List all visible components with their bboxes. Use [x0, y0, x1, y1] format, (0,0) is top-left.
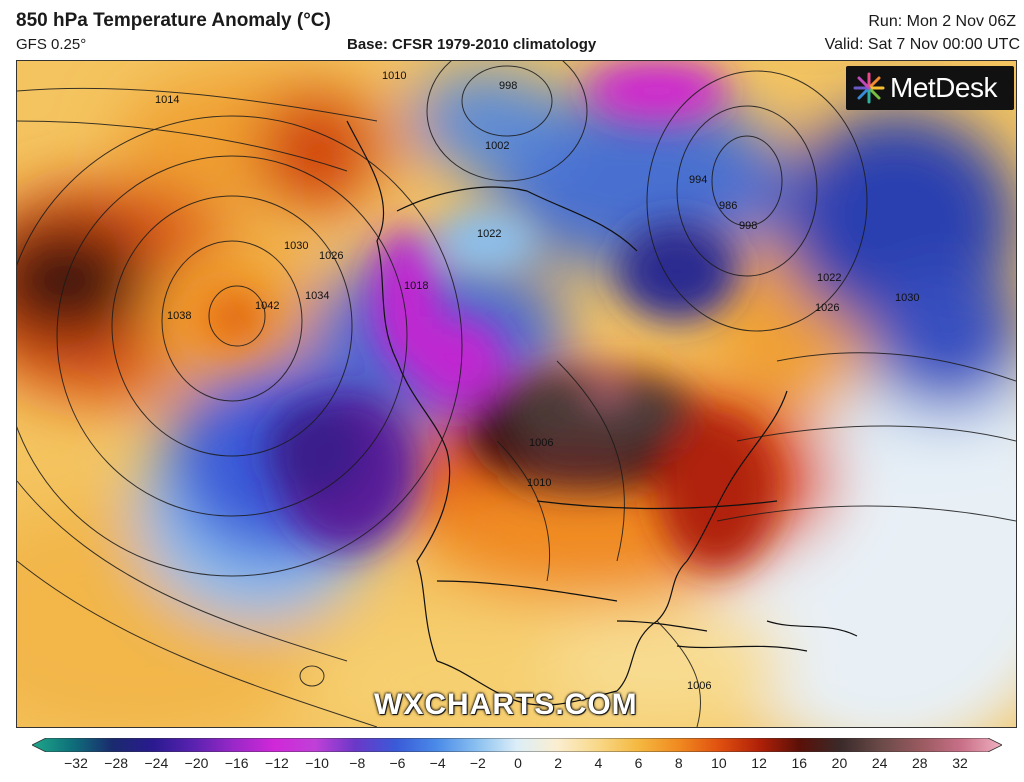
- isobar-label: 998: [499, 80, 517, 92]
- metdesk-starburst-icon: [853, 72, 885, 104]
- coastline: [616, 560, 688, 692]
- isobar-label: 986: [719, 200, 737, 212]
- isobar-label: 1022: [477, 228, 501, 240]
- isobar-contour: [556, 360, 625, 562]
- isobar-contour: [299, 665, 325, 687]
- isobar-contour: [656, 620, 702, 727]
- isobar-label: 1006: [529, 437, 553, 449]
- isobar-contour: [736, 425, 1016, 442]
- isobar-label: 1014: [155, 94, 179, 106]
- colorbar-tick-label: 20: [831, 755, 848, 771]
- border: [436, 580, 618, 602]
- colorbar-tick-label: 10: [711, 755, 727, 771]
- isobar-contour: [56, 155, 408, 517]
- isobar-label: 998: [739, 220, 757, 232]
- coastline: [396, 186, 638, 252]
- colorbar-tick-label: 2: [554, 755, 563, 771]
- isobar-label: 1042: [255, 300, 279, 312]
- coastline: [686, 390, 788, 562]
- isobar-label: 1010: [382, 70, 406, 82]
- colorbar-tick-label: −6: [389, 755, 406, 771]
- colorbar-tick-label: 16: [791, 755, 808, 771]
- isobar-label: 1006: [687, 680, 711, 692]
- colorbar-tick-label: −12: [265, 755, 289, 771]
- colorbar-tick-label: −2: [469, 755, 486, 771]
- colorbar-tick-label: 0: [514, 755, 522, 771]
- isobar-contour: [461, 65, 553, 137]
- isobar-lines: [17, 61, 1016, 727]
- isobar-label: 1022: [817, 272, 841, 284]
- isobar-label: 1010: [527, 477, 551, 489]
- anomaly-cores: [187, 61, 777, 571]
- valid-time-label: Valid: Sat 7 Nov 00:00 UTC: [824, 36, 1020, 53]
- isobar-contour: [17, 115, 463, 577]
- isobar-labels: 1014 1010 1002 998 1038 1042 1034 1030 1…: [155, 70, 919, 692]
- colorbar-tick-label: 6: [634, 755, 643, 771]
- isobar-contour: [646, 70, 868, 332]
- colorbar-tick-label: −16: [224, 755, 249, 771]
- colorbar-tick-label: 32: [952, 755, 968, 771]
- colorbar-ticks: −32 −28 −24 −20 −16 −12 −10 −8 −6 −4 −2 0 2 4 6 8 10 12 16…: [32, 755, 1002, 775]
- isobar-contour: [161, 240, 303, 402]
- coastline: [616, 620, 708, 632]
- colorbar-gradient: [32, 738, 1002, 752]
- isobar-contour: [426, 61, 588, 182]
- anomaly-map: 1014 1010 1002 998 1038 1042 1034 1030 1…: [16, 60, 1017, 728]
- colorbar-tick-label: −20: [184, 755, 209, 771]
- isobar-label: 1034: [305, 290, 329, 302]
- metdesk-logo-text: MetDesk: [890, 72, 997, 103]
- isobar-contour: [716, 505, 1016, 522]
- colorbar: [32, 738, 1002, 752]
- chart-header: 850 hPa Temperature Anomaly (°C) GFS 0.2…: [0, 0, 1024, 60]
- isobar-contour: [17, 480, 348, 662]
- isobar-label: 1018: [404, 280, 428, 292]
- metdesk-logo: MetDesk: [846, 66, 1014, 110]
- isobar-label: 1030: [284, 240, 308, 252]
- isobar-contour: [711, 135, 783, 227]
- colorbar-tick-label: 12: [751, 755, 767, 771]
- chart-title: 850 hPa Temperature Anomaly (°C): [16, 10, 331, 31]
- coastlines: [346, 120, 858, 706]
- base-climatology-label: Base: CFSR 1979-2010 climatology: [347, 36, 597, 53]
- coastline: [766, 620, 858, 637]
- colorbar-tick-label: 24: [871, 755, 888, 771]
- isobar-contour: [496, 440, 551, 582]
- isobar-label: 1002: [485, 140, 509, 152]
- wxcharts-watermark: WXCHARTS.COM: [374, 688, 638, 721]
- anomaly-map-svg: 1014 1010 1002 998 1038 1042 1034 1030 1…: [17, 61, 1016, 727]
- colorbar-tick-label: −32: [64, 755, 88, 771]
- isobar-contour: [17, 87, 378, 122]
- border: [536, 500, 778, 510]
- coastline: [346, 120, 451, 662]
- colorbar-tick-label: 4: [594, 755, 603, 771]
- coastline: [436, 660, 618, 706]
- colorbar-tick-label: −24: [144, 755, 169, 771]
- colorbar-tick-label: −28: [104, 755, 129, 771]
- colorbar-tick-label: −10: [305, 755, 329, 771]
- colorbar-tick-label: −4: [429, 755, 446, 771]
- isobar-label: 1026: [815, 302, 839, 314]
- colorbar-tick-label: 28: [912, 755, 928, 771]
- run-time-label: Run: Mon 2 Nov 06Z: [868, 13, 1016, 30]
- isobar-contour: [676, 105, 818, 277]
- colorbar-tick-label: 8: [674, 755, 683, 771]
- isobar-contour: [208, 285, 266, 347]
- isobar-contour: [17, 560, 378, 727]
- colorbar-tick-label: −8: [349, 755, 366, 771]
- model-label: GFS 0.25°: [16, 36, 87, 53]
- isobar-label: 1030: [895, 292, 919, 304]
- isobar-contour: [111, 195, 353, 457]
- isobar-contour: [17, 120, 348, 172]
- isobar-label: 1038: [167, 310, 191, 322]
- isobar-label: 1026: [319, 250, 343, 262]
- isobar-label: 994: [689, 174, 707, 186]
- coastline: [676, 645, 808, 652]
- isobar-contour: [776, 352, 1016, 382]
